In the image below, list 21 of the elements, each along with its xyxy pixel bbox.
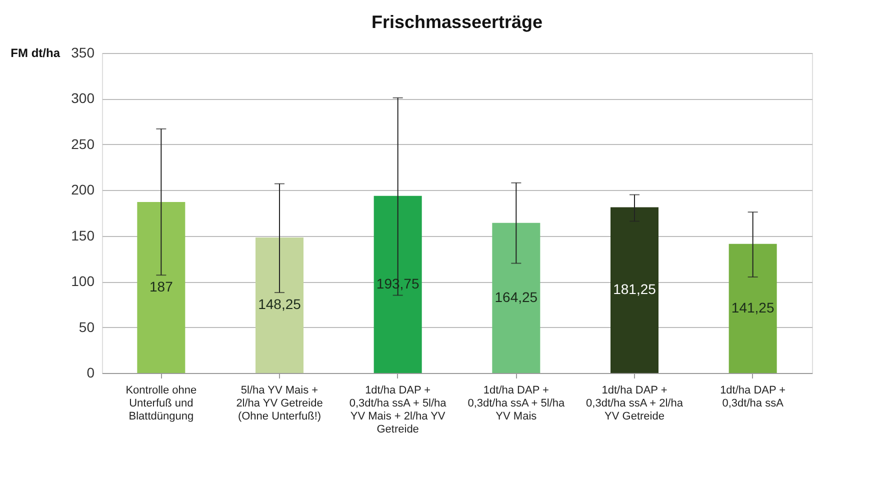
y-tick-label: 0 bbox=[86, 364, 95, 380]
y-axis-title: FM dt/ha bbox=[10, 46, 60, 60]
x-tick-label: 1dt/ha DAP + 0,3dt/ha ssA + 5l/ha YV Mais + 2l/ha YV Getreide bbox=[349, 384, 448, 436]
x-tick-label: 1dt/ha DAP + 0,3dt/ha ssA + 2l/ha YV Getreide bbox=[586, 384, 684, 422]
y-tick-label: 150 bbox=[71, 227, 95, 244]
chart-title: Frischmasseerträge bbox=[371, 12, 543, 32]
y-tick-label: 250 bbox=[71, 136, 95, 152]
data-label: 164,25 bbox=[494, 288, 538, 305]
y-tick-label: 350 bbox=[71, 44, 95, 60]
data-label: 148,25 bbox=[258, 296, 302, 312]
y-tick-label: 50 bbox=[78, 318, 95, 335]
y-tick-label: 100 bbox=[71, 273, 95, 290]
y-tick-label: 200 bbox=[71, 182, 95, 198]
data-label: 187 bbox=[149, 278, 174, 295]
y-tick-label: 300 bbox=[71, 90, 95, 106]
x-tick-label: Kontrolle ohne Unterfuß und Blattdüngung bbox=[126, 384, 197, 422]
x-tick-label: 1dt/ha DAP + 0,3dt/ha ssA + 5l/ha YV Mais bbox=[468, 384, 566, 422]
x-tick-label: 5l/ha YV Mais + 2l/ha YV Getreide (Ohne Unterfuß!) bbox=[236, 384, 323, 422]
x-tick-label: 1dt/ha DAP + 0,3dt/ha ssA bbox=[720, 384, 786, 410]
data-label: 181,25 bbox=[613, 281, 656, 298]
data-label: 141,25 bbox=[731, 299, 774, 316]
